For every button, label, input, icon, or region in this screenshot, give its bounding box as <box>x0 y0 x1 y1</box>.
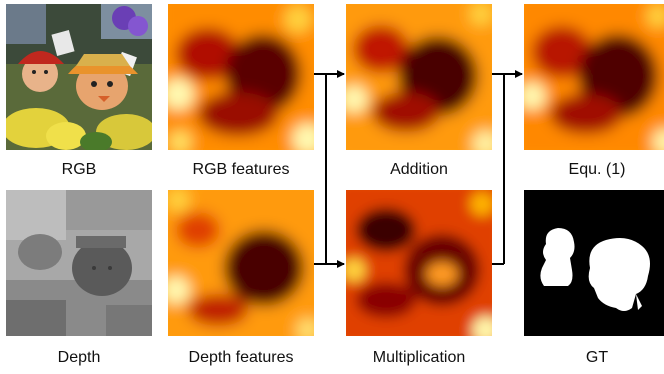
rgb-features-heatmap <box>168 4 314 150</box>
caption-depth: Depth <box>57 349 101 366</box>
equation-heatmap <box>524 4 664 150</box>
multiplication-heatmap <box>346 190 492 336</box>
caption-rgb: RGB <box>61 161 97 178</box>
depth-features-heatmap <box>168 190 314 336</box>
caption-depth-features: Depth features <box>188 349 294 366</box>
caption-rgb-features: RGB features <box>192 161 290 178</box>
caption-equation: Equ. (1) <box>568 161 626 178</box>
rgb-image <box>6 4 152 150</box>
caption-multiplication: Multiplication <box>372 349 466 366</box>
caption-addition: Addition <box>390 161 448 178</box>
addition-heatmap <box>346 4 492 150</box>
depth-image <box>6 190 152 336</box>
caption-gt: GT <box>585 349 609 366</box>
ground-truth-mask <box>524 190 664 336</box>
